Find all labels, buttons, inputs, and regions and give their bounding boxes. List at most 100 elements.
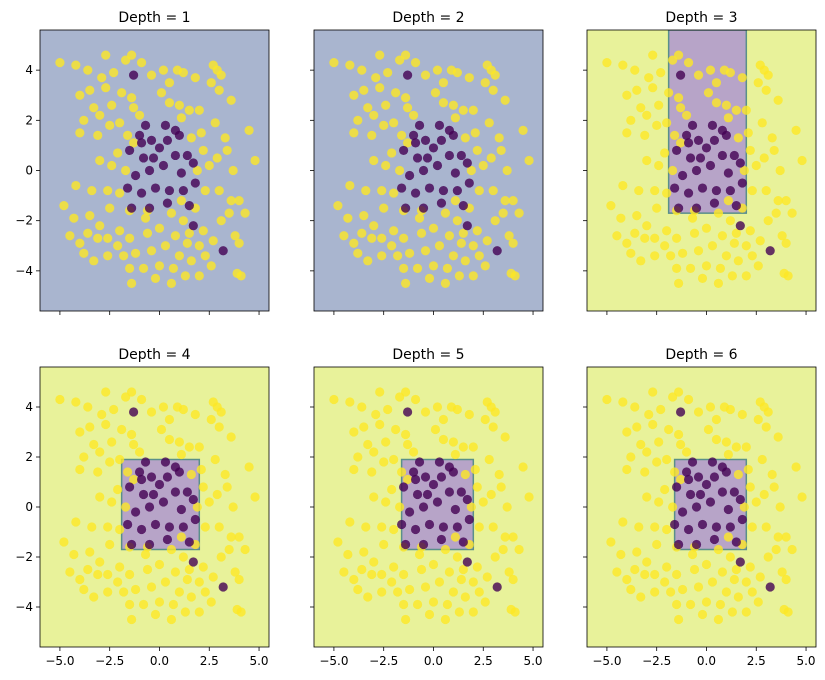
data-point-yellow: [711, 78, 722, 88]
data-point-yellow: [97, 409, 107, 420]
data-point-yellow: [186, 256, 196, 266]
data-point-yellow: [733, 469, 743, 480]
data-point-purple: [144, 203, 155, 213]
data-point-yellow: [339, 231, 349, 241]
data-point-purple: [695, 489, 706, 500]
data-point-yellow: [369, 155, 379, 166]
data-point-purple: [436, 135, 447, 145]
data-point-yellow: [138, 599, 149, 610]
data-point-yellow: [460, 469, 470, 480]
data-point-purple: [424, 183, 435, 193]
data-point-yellow: [618, 397, 628, 407]
data-point-yellow: [363, 592, 373, 602]
data-point-yellow: [420, 407, 431, 417]
data-point-yellow: [652, 539, 662, 550]
data-point-yellow: [662, 188, 672, 198]
data-point-yellow: [524, 492, 534, 502]
data-point-yellow: [220, 469, 230, 480]
data-point-yellow: [729, 574, 739, 585]
data-point-purple: [134, 467, 145, 477]
data-point-yellow: [93, 467, 103, 477]
data-point-yellow: [496, 482, 506, 492]
data-point-purple: [707, 120, 718, 130]
data-point-purple: [162, 534, 173, 545]
data-point-yellow: [250, 155, 260, 166]
data-point-purple: [683, 474, 694, 485]
data-point-yellow: [186, 592, 196, 602]
data-point-yellow: [381, 160, 391, 171]
data-point-yellow: [176, 449, 186, 460]
data-point-yellow: [743, 128, 753, 138]
data-point-yellow: [498, 544, 508, 555]
data-point-yellow: [662, 524, 672, 535]
data-point-purple: [695, 153, 706, 163]
data-point-yellow: [75, 574, 85, 585]
data-point-yellow: [113, 241, 123, 251]
data-point-yellow: [345, 180, 355, 191]
subplot-title: Depth = 6: [665, 347, 737, 363]
data-point-yellow: [452, 68, 462, 78]
data-point-yellow: [198, 482, 208, 492]
data-point-yellow: [612, 567, 622, 577]
data-point-purple: [709, 135, 720, 145]
data-point-yellow: [478, 160, 488, 171]
data-point-purple: [438, 185, 449, 196]
data-point-yellow: [432, 65, 443, 75]
data-point-yellow: [214, 522, 224, 532]
data-point-yellow: [115, 524, 125, 535]
data-point-purple: [178, 522, 188, 532]
data-point-yellow: [399, 263, 409, 273]
data-point-purple: [136, 138, 147, 148]
data-point-yellow: [761, 422, 771, 432]
data-point-yellow: [224, 208, 234, 218]
data-point-yellow: [375, 387, 385, 397]
data-point-yellow: [468, 241, 478, 251]
data-point-yellow: [723, 532, 733, 542]
data-point-yellow: [733, 133, 743, 143]
data-point-yellow: [662, 454, 672, 465]
data-point-yellow: [454, 271, 464, 281]
data-point-yellow: [602, 394, 612, 405]
data-point-yellow: [379, 203, 389, 213]
data-point-purple: [693, 135, 704, 145]
data-point-yellow: [59, 201, 69, 211]
data-point-yellow: [642, 447, 652, 457]
y-tick-label: −4: [15, 264, 33, 278]
data-point-yellow: [184, 442, 194, 452]
data-point-yellow: [174, 437, 184, 447]
plot-area: [40, 30, 269, 311]
data-point-purple: [711, 185, 722, 196]
data-point-yellow: [164, 98, 175, 108]
data-point-yellow: [164, 414, 175, 425]
data-point-yellow: [166, 544, 177, 555]
data-point-yellow: [484, 118, 494, 128]
data-point-yellow: [616, 213, 626, 223]
data-point-yellow: [460, 592, 470, 602]
data-point-yellow: [349, 90, 359, 100]
data-point-yellow: [166, 278, 177, 289]
data-point-yellow: [59, 537, 69, 547]
data-point-purple: [450, 168, 460, 178]
data-point-yellow: [420, 582, 431, 592]
data-point-purple: [164, 185, 175, 196]
data-point-yellow: [208, 572, 218, 582]
data-point-purple: [683, 138, 694, 148]
data-point-purple: [127, 539, 137, 550]
data-point-yellow: [781, 238, 791, 248]
data-point-yellow: [783, 607, 793, 617]
data-point-yellow: [357, 402, 367, 412]
data-point-yellow: [687, 213, 698, 223]
data-point-yellow: [677, 584, 688, 595]
x-tick-label: −2.5: [95, 654, 124, 668]
data-point-yellow: [494, 469, 504, 480]
data-point-yellow: [721, 251, 731, 261]
data-point-yellow: [636, 256, 646, 266]
data-point-purple: [681, 130, 692, 140]
data-point-yellow: [450, 532, 460, 542]
data-point-yellow: [103, 522, 113, 532]
data-point-yellow: [244, 125, 254, 135]
data-point-yellow: [701, 261, 712, 271]
data-point-yellow: [180, 607, 190, 617]
data-point-yellow: [763, 70, 773, 80]
